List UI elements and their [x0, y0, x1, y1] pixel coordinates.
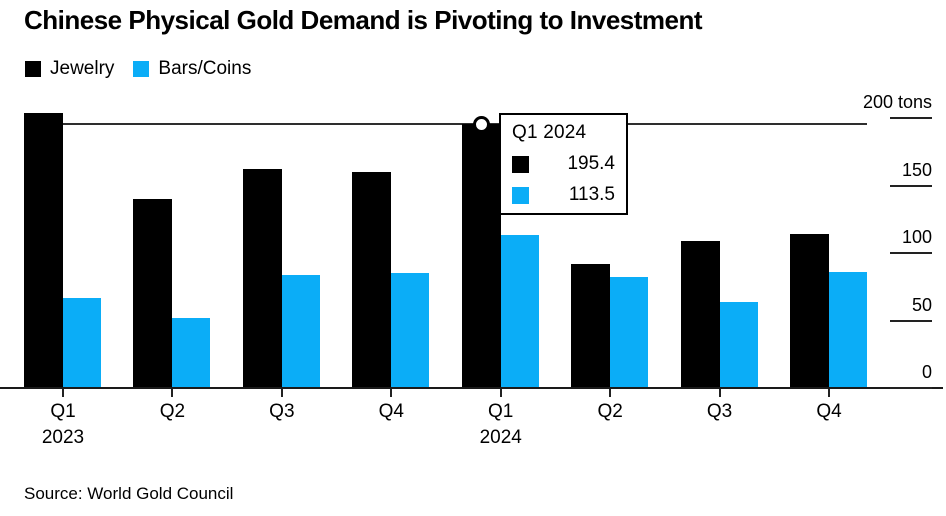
y-tick-0 — [890, 387, 932, 389]
x-label-q1-2024: Q1 — [488, 401, 514, 422]
x-tick-q1-2024 — [499, 389, 502, 397]
bar-jewelry-q2-2024[interactable] — [571, 263, 611, 388]
x-year-label-2024: 2024 — [479, 427, 522, 448]
bar-jewelry-q2-2023[interactable] — [133, 199, 173, 388]
bar-jewelry-q3-2024[interactable] — [680, 240, 720, 388]
tooltip-bars-coins-swatch-icon — [512, 186, 529, 204]
bar-bars-coins-q2-2024[interactable] — [610, 277, 649, 388]
tooltip: Q1 2024 195.4 113.5 — [499, 113, 628, 215]
hover-tracking-line — [24, 123, 867, 126]
legend-label-jewelry: Jewelry — [50, 58, 115, 79]
bar-bars-coins-q1-2024[interactable] — [500, 234, 539, 388]
y-tick-100 — [890, 252, 932, 254]
x-year-label-2023: 2023 — [41, 427, 85, 448]
x-label-q2-2024: Q2 — [597, 401, 623, 422]
tooltip-jewelry-swatch-icon — [512, 155, 529, 173]
x-tick-q4-2023 — [390, 389, 393, 397]
y-tick-label-100: 100 — [901, 227, 932, 247]
source-note: Source: World Gold Council — [24, 484, 234, 503]
bar-jewelry-q3-2023[interactable] — [242, 169, 282, 388]
tooltip-row-jewelry: 195.4 — [512, 153, 615, 175]
x-tick-q3-2023 — [280, 389, 283, 397]
y-tick-50 — [890, 319, 932, 322]
x-label-q4-2024: Q4 — [816, 401, 842, 422]
x-tick-q4-2024 — [828, 389, 830, 397]
x-label-q3-2024: Q3 — [706, 401, 733, 422]
y-tick-label-200: 200 tons — [862, 92, 932, 112]
tooltip-jewelry-value: 195.4 — [567, 153, 615, 174]
bar-bars-coins-q2-2023[interactable] — [172, 317, 211, 388]
y-tick-label-0: 0 — [921, 362, 932, 382]
x-tick-q3-2024 — [718, 389, 721, 397]
y-tick-label-50: 50 — [911, 294, 932, 315]
x-tick-q1-2023 — [62, 389, 64, 397]
x-tick-q2-2024 — [609, 389, 612, 397]
jewelry-swatch-icon — [25, 61, 41, 77]
legend-label-bars-coins: Bars/Coins — [158, 58, 252, 79]
bar-bars-coins-q4-2023[interactable] — [391, 273, 430, 388]
tooltip-title: Q1 2024 — [512, 122, 587, 143]
bar-jewelry-q1-2023[interactable] — [24, 112, 63, 388]
bar-bars-coins-q3-2023[interactable] — [281, 274, 320, 388]
bar-jewelry-q4-2024[interactable] — [790, 234, 829, 388]
x-label-q2-2023: Q2 — [159, 401, 186, 422]
y-tick-label-150: 150 — [901, 159, 932, 180]
bars-coins-swatch-icon — [133, 61, 150, 77]
y-tick-200 — [890, 117, 932, 119]
legend: Jewelry Bars/Coins — [25, 58, 251, 80]
bar-bars-coins-q4-2024[interactable] — [829, 271, 867, 388]
bar-jewelry-q1-2024[interactable] — [461, 124, 501, 388]
y-tick-150 — [890, 184, 932, 187]
x-label-q3-2023: Q3 — [269, 401, 295, 422]
bar-bars-coins-q3-2024[interactable] — [719, 301, 758, 388]
tooltip-row-bars-coins: 113.5 — [512, 184, 615, 206]
x-tick-q2-2023 — [171, 389, 174, 397]
chart-title: Chinese Physical Gold Demand is Pivoting… — [24, 5, 703, 35]
legend-item-bars-coins: Bars/Coins — [133, 58, 251, 80]
x-axis-baseline — [0, 387, 943, 389]
hover-point-marker-icon — [472, 115, 490, 133]
legend-item-jewelry: Jewelry — [25, 58, 114, 80]
x-label-q4-2023: Q4 — [378, 401, 404, 422]
tooltip-bars-coins-value: 113.5 — [568, 184, 615, 205]
bar-jewelry-q4-2023[interactable] — [352, 172, 392, 388]
bar-bars-coins-q1-2023[interactable] — [63, 297, 101, 388]
x-label-q1-2023: Q1 — [50, 401, 76, 422]
